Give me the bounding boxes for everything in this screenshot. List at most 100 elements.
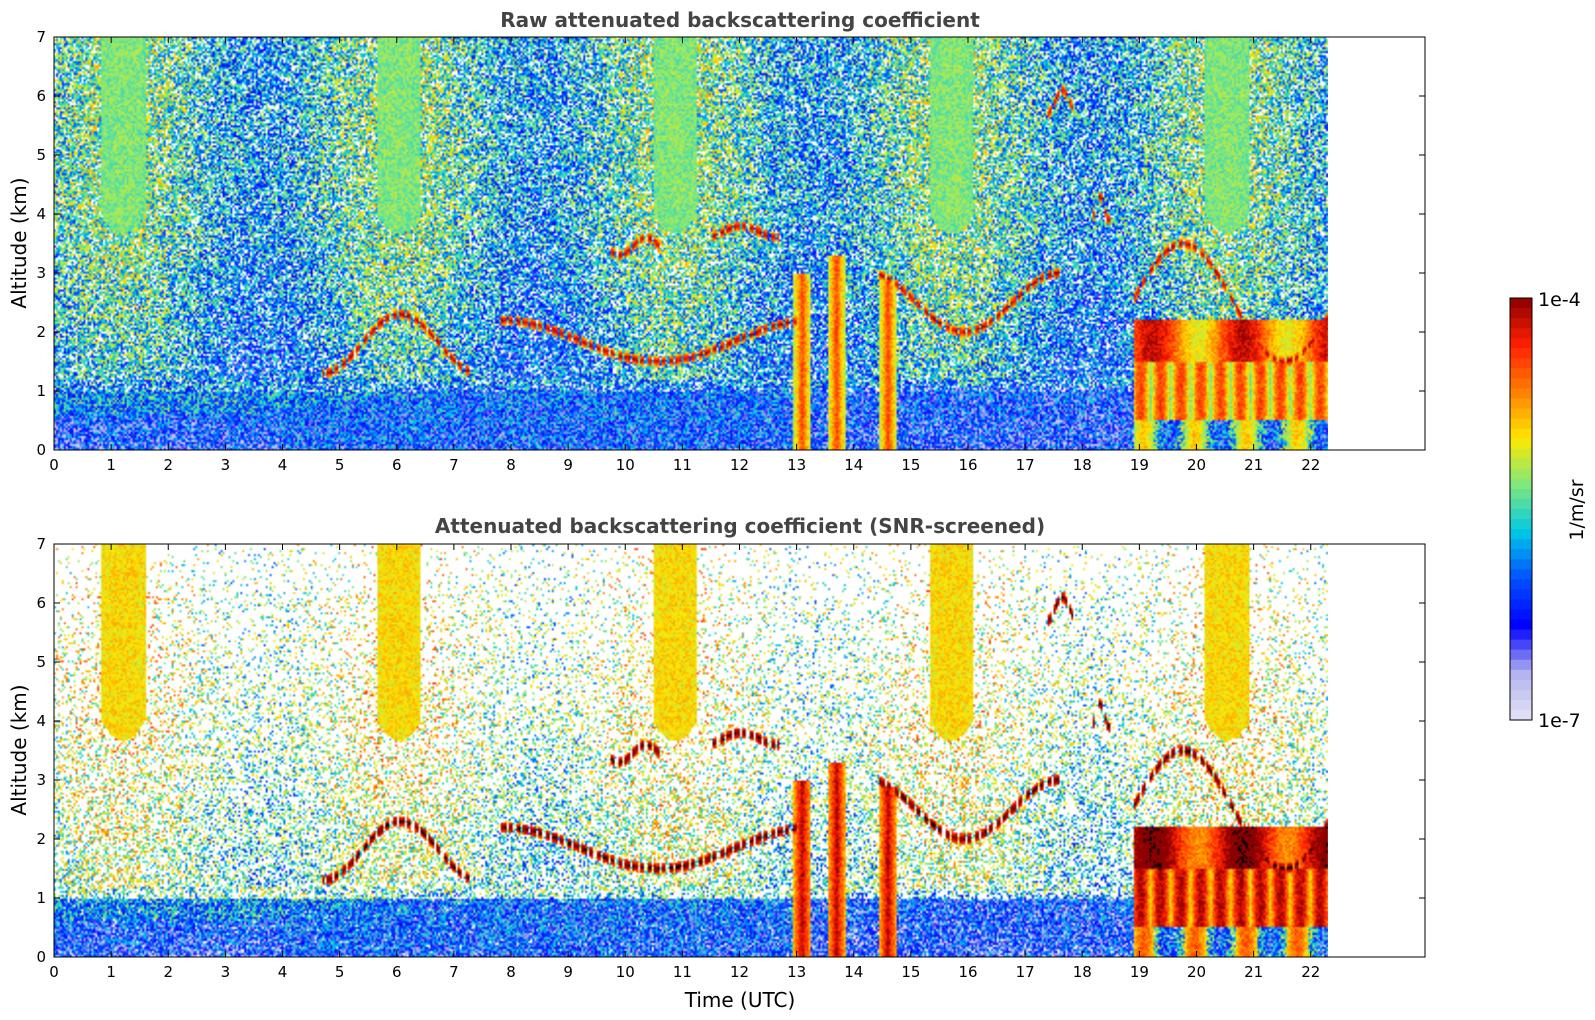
colorbar-segment [1510,418,1532,430]
colorbar-segment [1510,498,1532,510]
y-tick-label: 1 [36,382,46,400]
panel-1-heatmap [54,37,1328,450]
y-tick-label: 7 [36,535,46,553]
x-tick-label: 3 [221,456,231,474]
colorbar-segment [1510,659,1532,671]
panel-2-title: Attenuated backscattering coefficient (S… [435,514,1045,538]
x-tick-label: 21 [1244,456,1263,474]
y-tick-label: 5 [36,653,46,671]
x-tick-label: 4 [278,963,288,981]
x-tick-label: 17 [1016,963,1035,981]
y-tick-label: 3 [36,771,46,789]
colorbar-segment [1510,679,1532,691]
x-tick-label: 19 [1130,456,1149,474]
x-tick-label: 17 [1016,456,1035,474]
colorbar-segment [1510,318,1532,329]
x-tick-label: 19 [1130,963,1149,981]
colorbar-segment [1510,599,1532,611]
x-tick-label: 14 [844,456,863,474]
x-tick-label: 0 [49,456,59,474]
y-tick-label: 4 [36,205,46,223]
x-tick-label: 13 [787,963,806,981]
x-tick-label: 15 [901,456,920,474]
y-tick-label: 6 [36,87,46,105]
colorbar-frame [1509,297,1533,721]
colorbar-segment [1510,478,1532,490]
colorbar-max-label: 1e-4 [1538,289,1581,311]
x-tick-label: 1 [106,456,116,474]
colorbar-segment [1510,509,1532,520]
colorbar-segment [1510,328,1532,339]
colorbar-segment [1510,488,1532,500]
y-tick-label: 4 [36,712,46,730]
x-tick-label: 4 [278,456,288,474]
x-tick-label: 5 [335,456,345,474]
panel-1-ylabel: Altitude (km) [7,177,31,308]
colorbar-segment [1510,298,1532,309]
colorbar-segment [1510,448,1532,460]
panel-2-heatmap [54,544,1328,957]
x-tick-label: 12 [730,456,749,474]
x-tick-label: 20 [1187,456,1206,474]
colorbar-segment [1510,308,1532,319]
x-tick-label: 11 [673,963,692,981]
colorbar-segment [1510,709,1532,721]
colorbar [1510,298,1532,721]
colorbar-segment [1510,629,1532,641]
colorbar-segment [1510,689,1532,701]
x-tick-label: 6 [392,963,402,981]
x-tick-label: 15 [901,963,920,981]
x-tick-label: 5 [335,963,345,981]
y-tick-label: 0 [36,948,46,966]
colorbar-segment [1510,559,1532,570]
colorbar-segment [1510,388,1532,400]
y-tick-label: 5 [36,146,46,164]
x-tick-label: 18 [1073,963,1092,981]
colorbar-segment [1510,619,1532,631]
colorbar-segment [1510,539,1532,550]
x-tick-label: 7 [449,456,459,474]
panel-1-title: Raw attenuated backscattering coefficien… [500,8,980,32]
colorbar-segment [1510,669,1532,681]
y-tick-label: 1 [36,889,46,907]
x-tick-label: 0 [49,963,59,981]
colorbar-segment [1510,519,1532,530]
x-tick-label: 1 [106,963,116,981]
colorbar-segment [1510,438,1532,450]
x-tick-label: 16 [958,963,977,981]
colorbar-segment [1510,358,1532,369]
panel-2-axes: 0 1 2 3 4 5 6 7 8 9 10 11 12 13 14 15 16 17 18 19 20 21 220123… [36,535,1425,981]
colorbar-segment [1510,639,1532,651]
x-tick-label: 18 [1073,456,1092,474]
x-tick-label: 3 [221,963,231,981]
x-tick-label: 10 [616,456,635,474]
colorbar-segment [1510,378,1532,390]
y-tick-label: 2 [36,830,46,848]
x-tick-label: 21 [1244,963,1263,981]
colorbar-segment [1510,579,1532,590]
panel-1-axes: 0 1 2 3 4 5 6 7 8 9 10 11 12 13 14 15 16 17 18 19 20 21 220123… [36,28,1425,474]
colorbar-segment [1510,609,1532,621]
y-tick-label: 7 [36,28,46,46]
x-tick-label: 7 [449,963,459,981]
x-tick-label: 2 [163,963,173,981]
y-tick-label: 3 [36,264,46,282]
colorbar-segment [1510,569,1532,580]
x-tick-label: 10 [616,963,635,981]
colorbar-segment [1510,549,1532,560]
colorbar-segment [1510,468,1532,480]
x-tick-label: 22 [1301,456,1320,474]
x-tick-label: 8 [506,456,516,474]
colorbar-unit-label: 1/m/sr [1566,479,1588,540]
x-axis-label: Time (UTC) [684,988,796,1012]
colorbar-segment [1510,699,1532,711]
x-tick-label: 20 [1187,963,1206,981]
colorbar-segment [1510,589,1532,601]
x-tick-label: 22 [1301,963,1320,981]
y-tick-label: 6 [36,594,46,612]
colorbar-segment [1510,458,1532,470]
colorbar-segment [1510,408,1532,420]
colorbar-segment [1510,428,1532,440]
colorbar-segment [1510,398,1532,410]
